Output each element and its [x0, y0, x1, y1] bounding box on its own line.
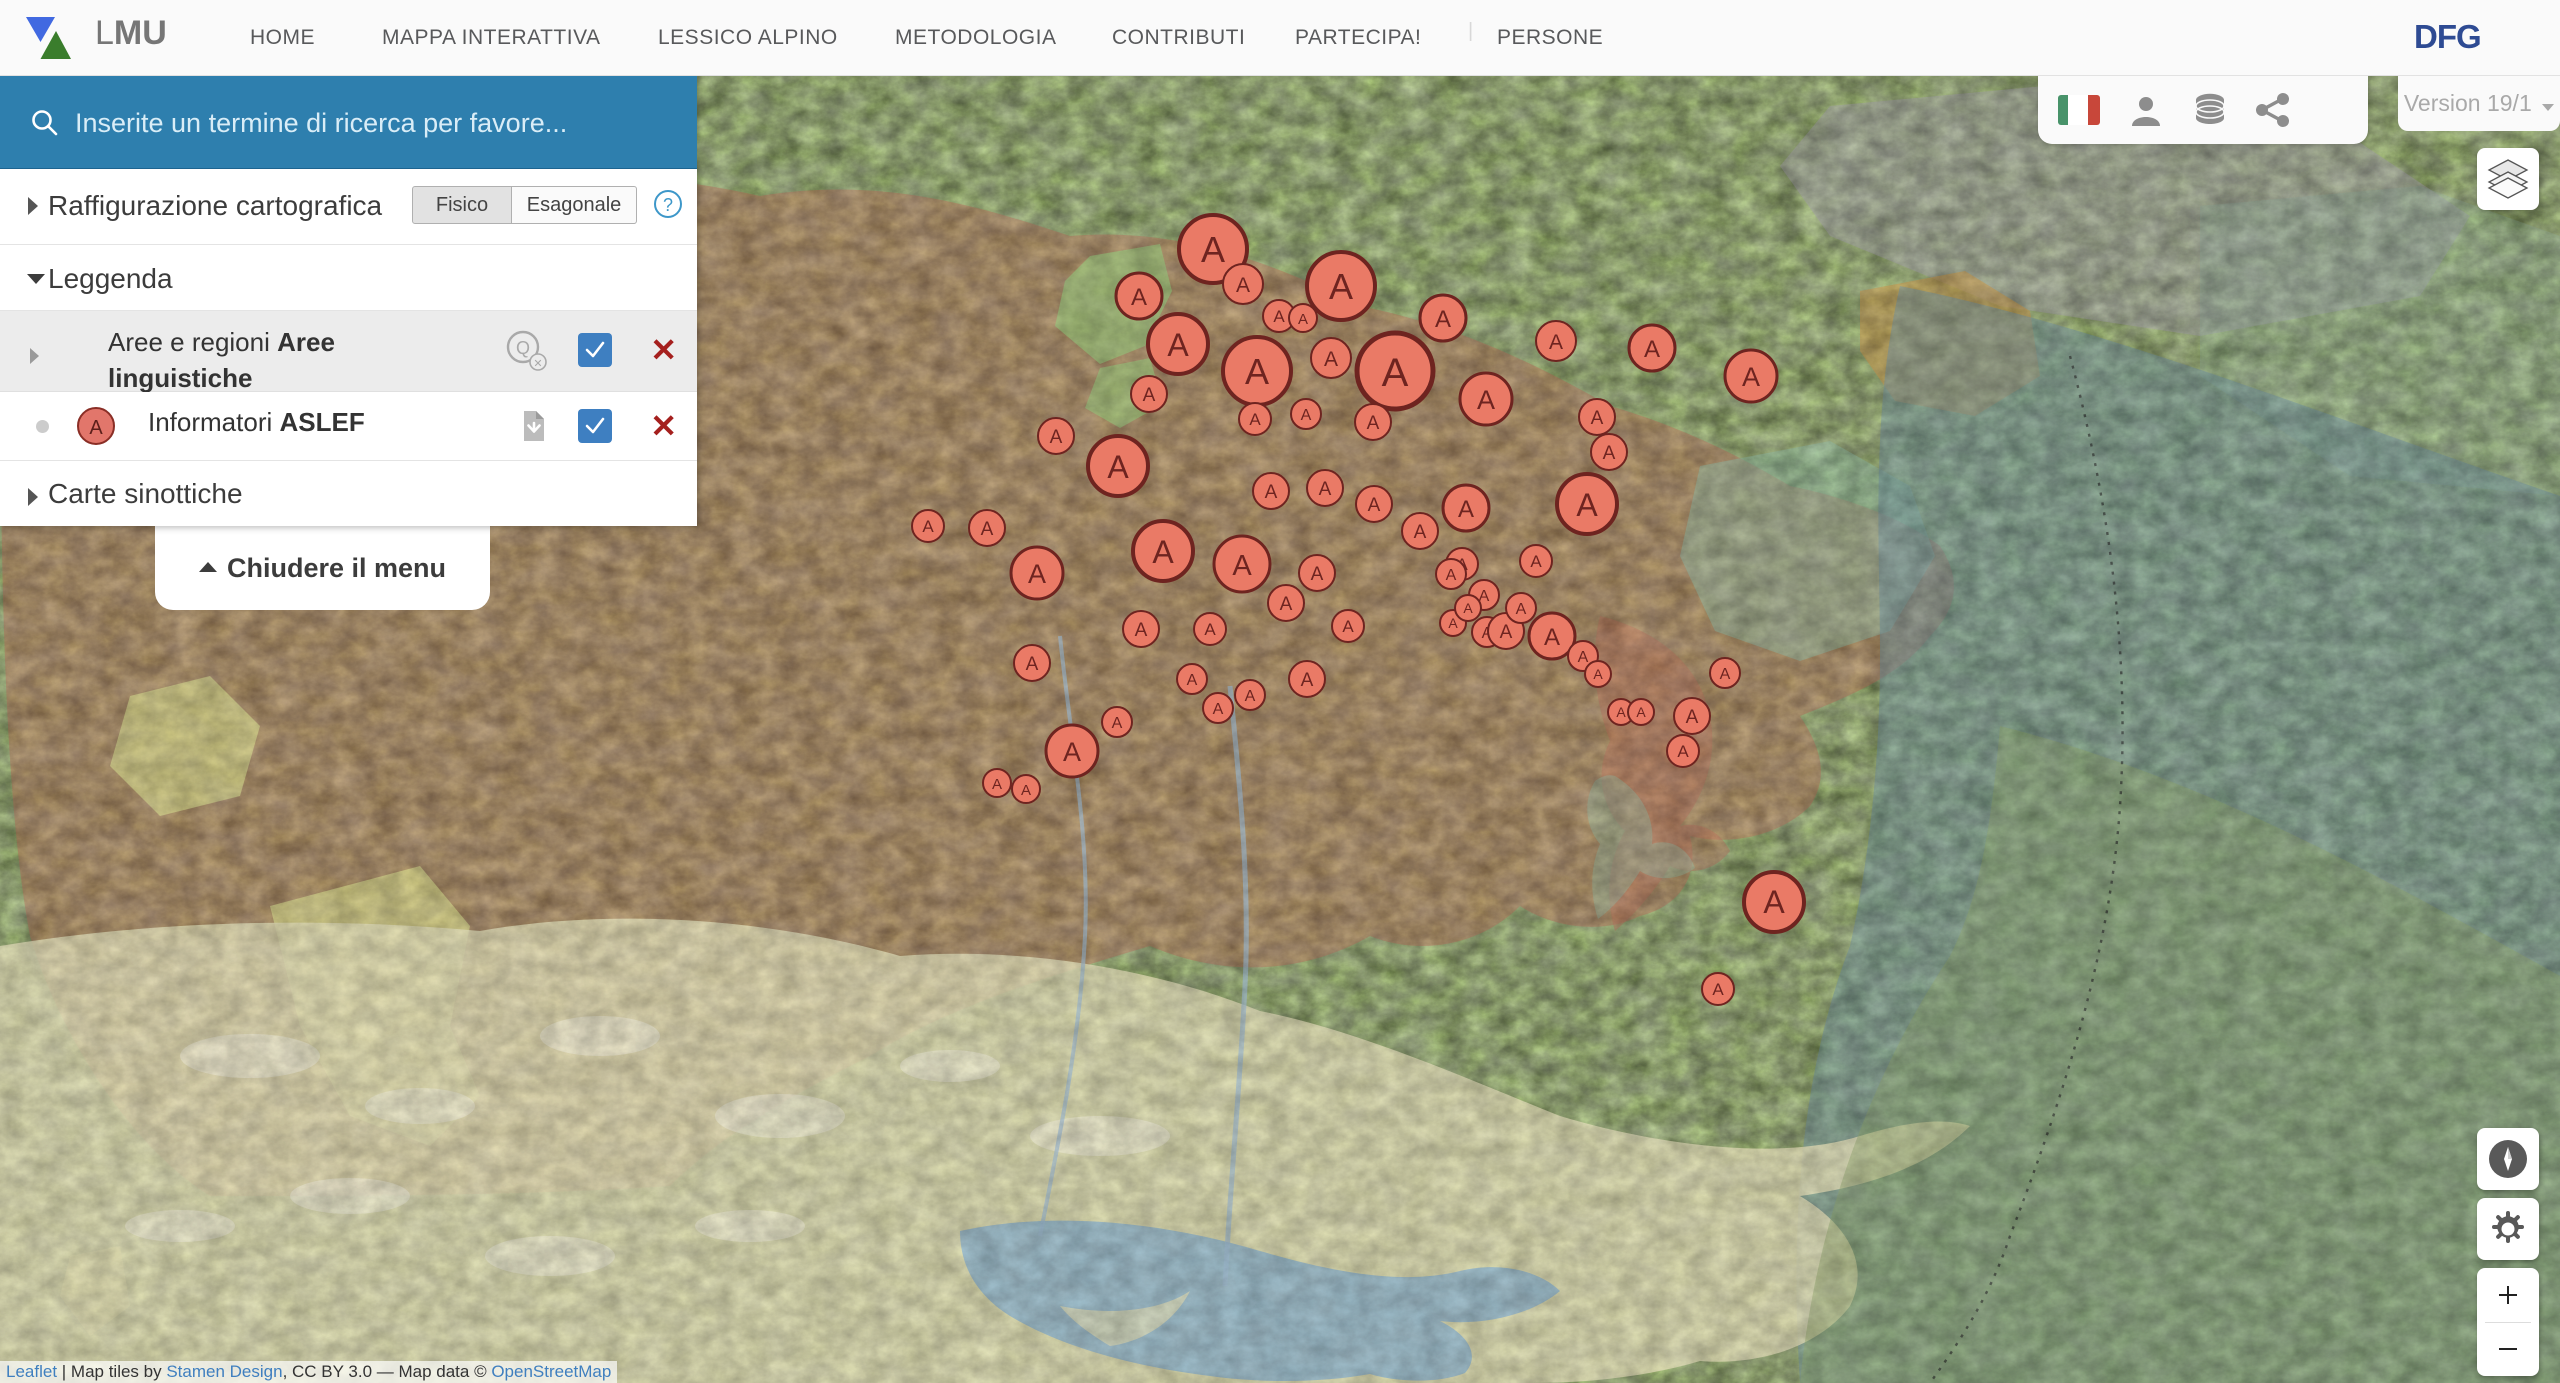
- svg-text:A: A: [1245, 351, 1269, 392]
- svg-text:A: A: [1319, 479, 1332, 500]
- svg-text:A: A: [1712, 980, 1724, 999]
- svg-text:A: A: [1167, 327, 1189, 363]
- svg-text:A: A: [1616, 704, 1626, 720]
- svg-text:A: A: [1382, 351, 1409, 395]
- svg-text:A: A: [1311, 564, 1324, 585]
- svg-text:A: A: [1414, 522, 1427, 543]
- svg-text:A: A: [1593, 666, 1603, 682]
- svg-text:A: A: [922, 517, 934, 536]
- svg-text:A: A: [1324, 348, 1338, 371]
- svg-text:A: A: [1686, 707, 1699, 728]
- svg-text:A: A: [1549, 331, 1563, 354]
- svg-text:A: A: [1342, 617, 1354, 636]
- svg-text:A: A: [89, 417, 103, 439]
- svg-text:A: A: [1446, 567, 1457, 584]
- svg-text:A: A: [1301, 407, 1312, 424]
- svg-text:A: A: [1204, 620, 1216, 639]
- svg-text:DFG: DFG: [2414, 21, 2481, 55]
- svg-text:A: A: [1763, 884, 1785, 920]
- svg-text:A: A: [1301, 670, 1314, 691]
- svg-text:A: A: [1516, 601, 1527, 618]
- svg-text:A: A: [1329, 266, 1353, 307]
- svg-text:A: A: [1026, 654, 1039, 675]
- svg-text:A: A: [1213, 701, 1224, 718]
- svg-text:A: A: [1280, 594, 1293, 615]
- svg-text:A: A: [1448, 615, 1458, 631]
- svg-text:A: A: [1720, 666, 1731, 683]
- svg-text:A: A: [1201, 229, 1225, 270]
- svg-text:A: A: [1236, 274, 1250, 297]
- svg-text:A: A: [1463, 600, 1473, 616]
- svg-text:A: A: [1544, 624, 1560, 651]
- svg-text:A: A: [1021, 782, 1031, 799]
- svg-text:A: A: [1530, 552, 1542, 571]
- svg-text:A: A: [1368, 495, 1381, 516]
- svg-text:A: A: [1152, 534, 1174, 570]
- svg-text:A: A: [1477, 385, 1495, 415]
- svg-text:A: A: [981, 519, 994, 540]
- svg-text:A: A: [1636, 704, 1646, 720]
- svg-text:A: A: [1298, 311, 1308, 328]
- svg-text:A: A: [1576, 487, 1598, 523]
- svg-text:A: A: [1677, 742, 1689, 761]
- svg-text:A: A: [1028, 559, 1046, 589]
- svg-text:A: A: [1603, 443, 1616, 464]
- svg-text:A: A: [1187, 672, 1198, 689]
- svg-text:A: A: [1112, 715, 1123, 732]
- svg-text:A: A: [1500, 622, 1513, 643]
- svg-text:A: A: [1107, 449, 1129, 485]
- svg-text:A: A: [1435, 306, 1451, 333]
- svg-text:✕: ✕: [533, 358, 542, 370]
- svg-text:A: A: [1578, 649, 1589, 666]
- svg-text:A: A: [1273, 307, 1285, 326]
- svg-text:A: A: [1265, 482, 1278, 503]
- svg-text:A: A: [1131, 284, 1147, 311]
- svg-text:A: A: [1644, 336, 1660, 363]
- svg-text:A: A: [1050, 427, 1063, 448]
- svg-text:A: A: [1742, 362, 1760, 392]
- svg-text:A: A: [1591, 408, 1604, 429]
- svg-text:A: A: [1135, 620, 1148, 641]
- svg-text:A: A: [1245, 688, 1256, 705]
- svg-text:A: A: [1232, 550, 1252, 582]
- svg-text:A: A: [1063, 737, 1081, 767]
- svg-text:A: A: [1367, 413, 1380, 434]
- svg-text:A: A: [992, 776, 1002, 793]
- svg-text:A: A: [1458, 496, 1474, 523]
- svg-text:A: A: [1143, 385, 1156, 406]
- svg-text:Q: Q: [516, 338, 530, 358]
- svg-text:A: A: [1249, 410, 1261, 429]
- svg-text:?: ?: [663, 195, 673, 215]
